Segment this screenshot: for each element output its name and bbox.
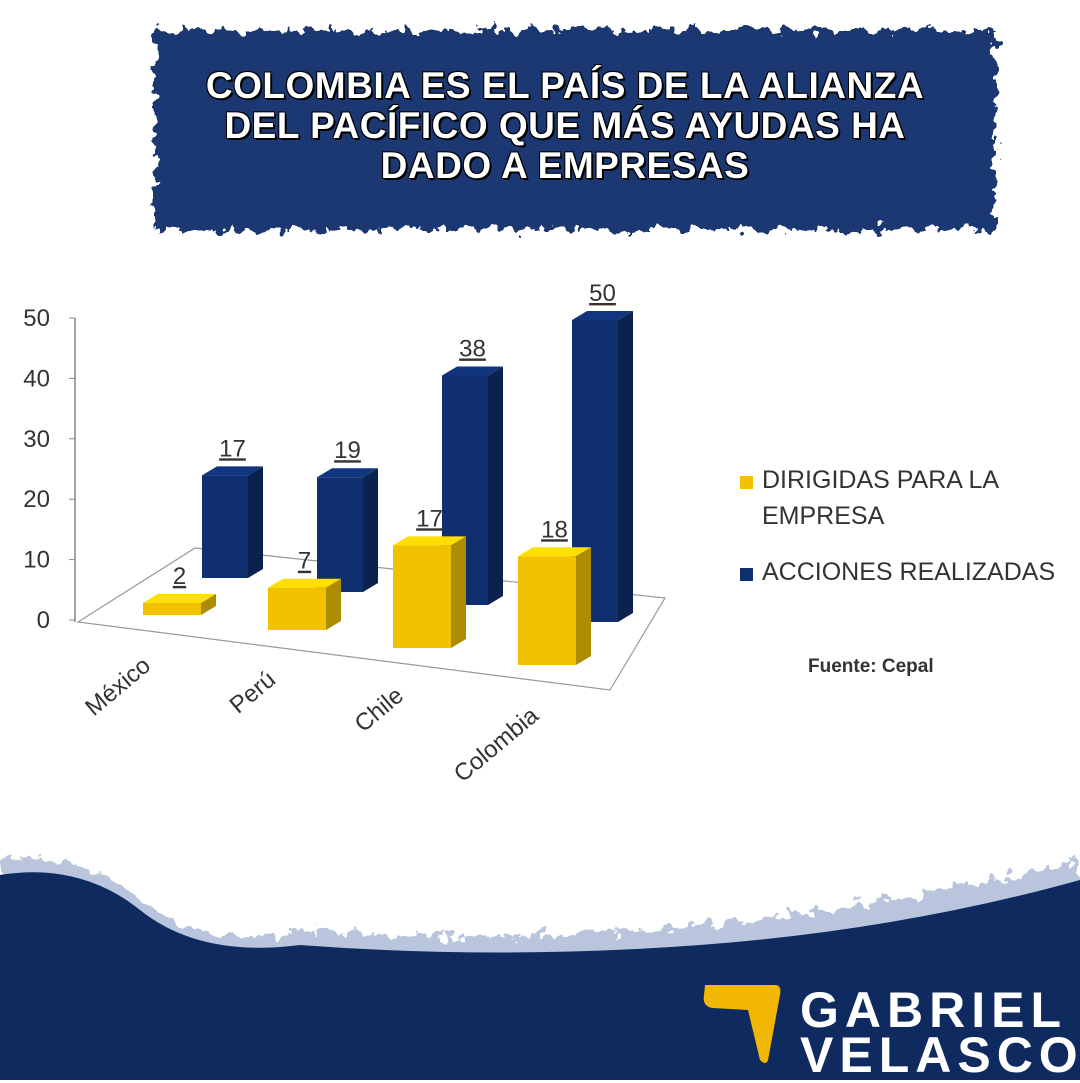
brand-line: GABRIEL [800,982,1067,1038]
bar-side [488,366,503,605]
bar-side [576,547,591,665]
bar-side [451,536,466,648]
bar [518,556,576,665]
legend-item: ACCIONES REALIZADAS [740,554,1062,590]
data-label: 50 [589,280,616,307]
y-tick-label: 40 [23,365,50,392]
bar [202,475,248,578]
bar-side [618,311,633,622]
bar [317,477,363,592]
chart-title: COLOMBIA ES EL PAÍS DE LA ALIANZA DEL PA… [205,65,925,186]
data-label: 18 [541,516,568,543]
y-tick-label: 10 [23,547,50,574]
legend-swatch [740,476,753,489]
bar-top [268,578,341,588]
x-tick-label: Colombia [449,702,545,788]
logo-icon [703,985,781,1063]
y-tick-label: 0 [37,607,50,634]
x-tick-label: Chile [350,682,409,738]
data-label: 7 [298,548,311,575]
bar-top [572,311,633,320]
bar-top [518,547,591,557]
data-label: 17 [416,505,443,532]
bar-top [393,536,466,546]
legend-label: DIRIGIDAS PARA LA EMPRESA [762,466,998,530]
data-label: 38 [459,335,486,362]
y-tick-label: 50 [23,305,50,332]
legend-label: ACCIONES REALIZADAS [762,558,1056,586]
bar-top [143,593,216,603]
data-label: 19 [334,437,361,464]
legend-swatch [740,568,753,581]
bar [268,587,326,630]
y-tick-label: 20 [23,486,50,513]
x-tick-label: México [80,652,156,722]
bar [143,602,201,615]
floor [76,547,666,691]
bar-top [442,366,503,376]
footer-wave [0,872,1080,1080]
bar-side [363,468,378,592]
bar [393,545,451,648]
bar-side [326,578,341,630]
title-background [155,30,995,230]
data-label: 17 [219,435,246,462]
x-tick-label: Perú [225,666,281,719]
legend-item: DIRIGIDAS PARA LA EMPRESA [740,462,1062,534]
y-tick-label: 30 [23,426,50,453]
bar-top [202,466,263,476]
bar-side [201,593,216,615]
brand-line: VELASCO [800,1027,1080,1083]
data-label: 2 [173,563,186,590]
bar-top [317,468,378,478]
source: Fuente: Cepal [808,656,934,677]
bar-side [248,466,263,578]
